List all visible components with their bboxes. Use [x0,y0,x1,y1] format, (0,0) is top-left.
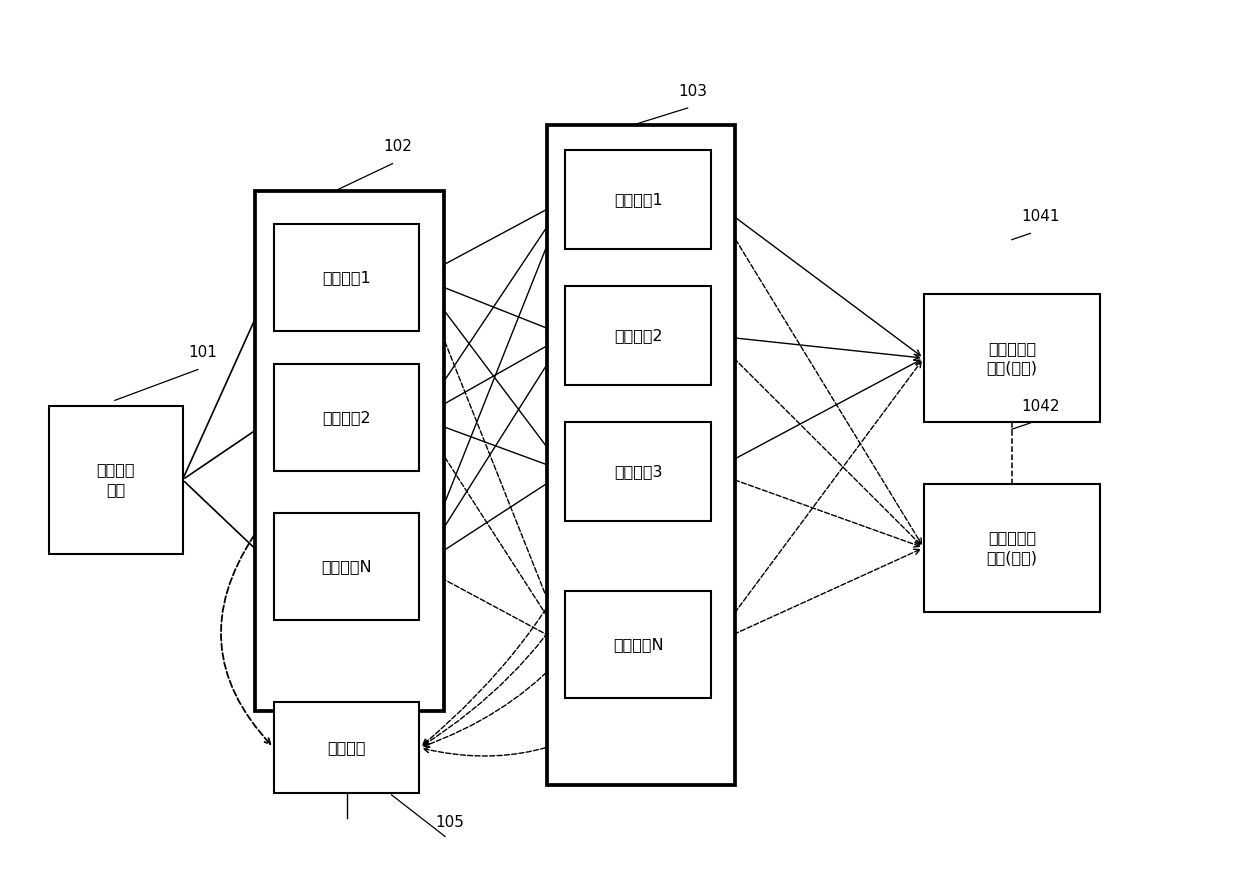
Bar [924,484,1100,611]
Text: 负载均衡
装置: 负载均衡 装置 [97,462,135,497]
Bar [48,405,182,554]
Bar [565,286,711,385]
Bar [255,191,444,710]
Text: 路由装置1: 路由装置1 [322,270,371,285]
Bar [274,225,419,332]
Bar [565,150,711,249]
Bar [924,295,1100,422]
Text: 101: 101 [188,346,217,360]
Bar [274,513,419,620]
Text: 数据持久化
装置(联机): 数据持久化 装置(联机) [986,341,1038,375]
Bar [547,125,735,785]
Text: 105: 105 [435,815,464,830]
Bar [565,591,711,698]
Text: 1042: 1042 [1021,399,1059,414]
Bar [565,422,711,521]
Text: 数据持久化
装置(批量): 数据持久化 装置(批量) [986,531,1038,565]
Text: 评分装置2: 评分装置2 [614,328,662,343]
Text: 监控装置: 监控装置 [327,740,366,755]
Text: 1041: 1041 [1021,209,1059,225]
Bar [274,364,419,472]
Bar [274,702,419,793]
Text: 102: 102 [383,139,412,154]
Text: 评分装置N: 评分装置N [613,637,663,652]
Text: 路由装置N: 路由装置N [321,559,372,574]
Text: 路由装置2: 路由装置2 [322,410,371,425]
Text: 评分装置3: 评分装置3 [614,464,662,479]
Text: 评分装置1: 评分装置1 [614,192,662,207]
Text: 103: 103 [678,84,707,99]
